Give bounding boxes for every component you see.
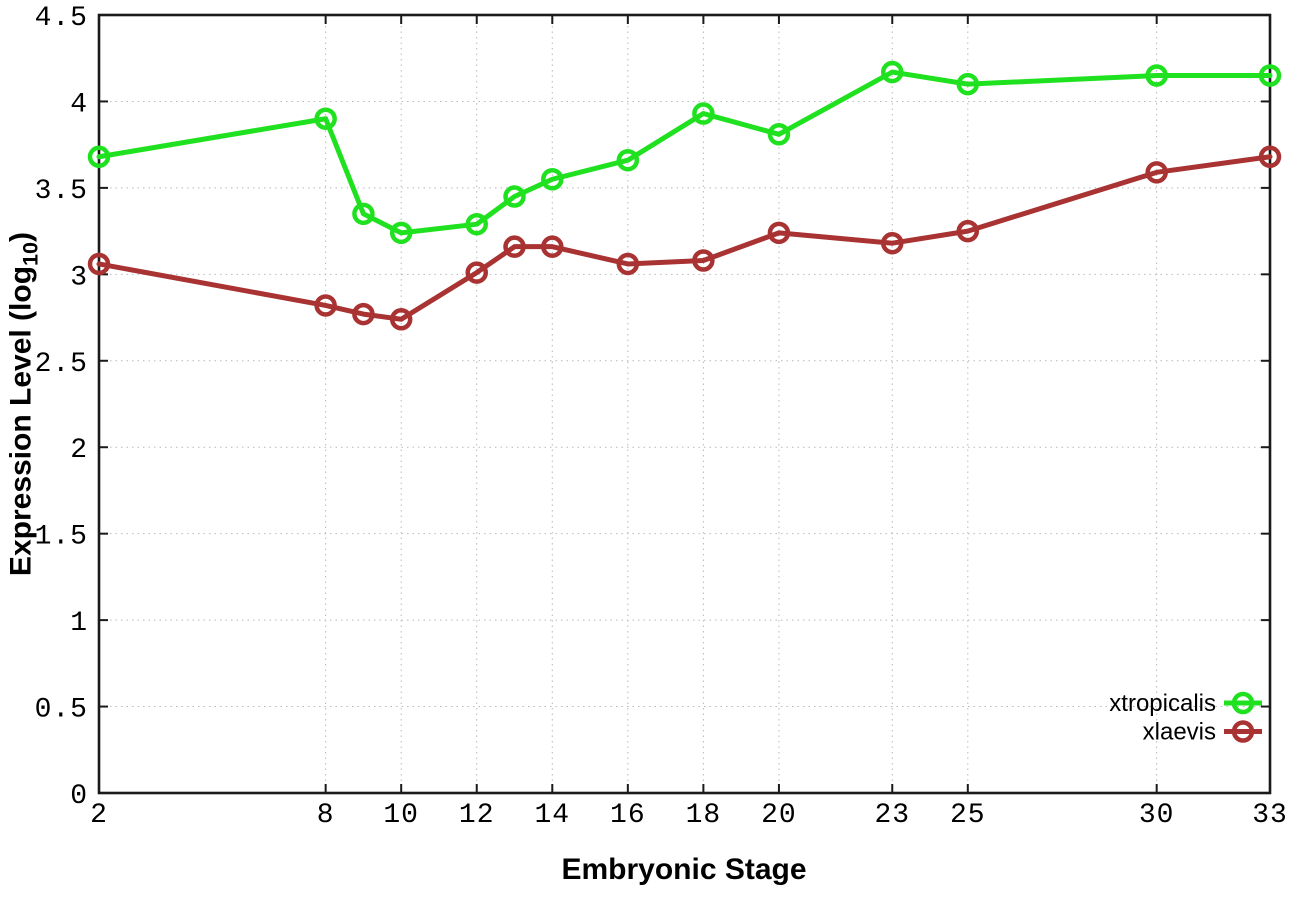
axis-ticks (98, 14, 1271, 794)
legend-sample-marker-xtropicalis (1231, 691, 1255, 715)
x-tick-label: 12 (459, 800, 495, 831)
data-point-xtropicalis-stage-16 (616, 148, 640, 172)
data-point-xlaevis-stage-33 (1258, 145, 1282, 169)
legend-label-xlaevis: xlaevis (1143, 719, 1216, 746)
x-tick-label: 20 (761, 800, 797, 831)
data-point-xtropicalis-stage-9 (352, 202, 375, 226)
y-axis-title-close: ) (4, 231, 38, 242)
data-point-xlaevis-stage-14 (541, 235, 564, 258)
data-point-xtropicalis-stage-13 (503, 185, 526, 208)
data-point-xlaevis-stage-9 (352, 302, 375, 326)
data-point-xlaevis-stage-25 (956, 219, 980, 243)
data-point-xtropicalis-stage-18 (692, 102, 715, 125)
data-point-xlaevis-stage-20 (767, 221, 791, 245)
x-tick-label: 14 (534, 800, 570, 831)
data-point-xlaevis-stage-23 (881, 231, 904, 255)
y-axis-title-subscript: 10 (17, 241, 43, 266)
data-point-xlaevis-stage-30 (1145, 161, 1168, 184)
data-point-xtropicalis-stage-25 (956, 72, 980, 96)
y-axis-title: Expression Level (log10) (5, 232, 44, 576)
y-tick-label: 0.5 (35, 695, 88, 726)
data-point-xlaevis-stage-2 (87, 252, 111, 276)
data-point-xtropicalis-stage-20 (767, 123, 791, 146)
x-tick-label: 18 (686, 800, 722, 831)
data-point-xtropicalis-stage-10 (389, 221, 413, 245)
x-tick-label: 8 (317, 800, 335, 831)
data-point-xtropicalis-stage-33 (1258, 64, 1282, 87)
y-tick-label: 1 (70, 608, 88, 639)
legend-sample-marker-xlaevis (1231, 720, 1255, 743)
data-point-xtropicalis-stage-8 (314, 107, 337, 130)
data-point-xtropicalis-stage-12 (465, 212, 488, 236)
data-point-xlaevis-stage-10 (389, 308, 413, 331)
x-tick-label: 30 (1139, 800, 1175, 831)
tick-labels: 2 8 10 12 14 16 18 20 23 25 30 33 0 0.5 1 1.5 2 2.5 3 3.5 4 4… (35, 3, 1288, 831)
x-tick-label: 33 (1252, 800, 1288, 831)
data-point-xtropicalis-stage-14 (541, 167, 564, 191)
y-tick-label: 3.5 (35, 176, 88, 207)
series-xtropicalis (87, 60, 1282, 245)
data-point-xlaevis-stage-12 (465, 261, 488, 284)
x-tick-label: 2 (90, 800, 108, 831)
x-tick-label: 10 (383, 800, 419, 831)
series-line-xlaevis (96, 154, 1273, 322)
grid (99, 15, 1270, 793)
data-point-xlaevis-stage-18 (692, 249, 715, 272)
data-point-xlaevis-stage-16 (616, 252, 640, 276)
data-point-xlaevis-stage-8 (314, 294, 337, 317)
data-point-xtropicalis-stage-23 (881, 60, 904, 84)
y-tick-label: 4.5 (35, 3, 88, 34)
y-tick-label: 2.5 (35, 349, 88, 380)
x-tick-label: 23 (874, 800, 910, 831)
plot-border (97, 13, 1272, 795)
y-tick-label: 0 (70, 781, 88, 812)
data-point-xlaevis-stage-13 (503, 235, 526, 258)
y-tick-label: 1.5 (35, 522, 88, 553)
series-xlaevis (87, 145, 1282, 331)
series-line-xtropicalis (96, 69, 1273, 236)
x-axis-title: Embryonic Stage (561, 853, 807, 886)
x-tick-label: 25 (950, 800, 986, 831)
y-tick-label: 2 (70, 435, 88, 466)
data-point-xtropicalis-stage-30 (1145, 64, 1168, 87)
y-tick-label: 3 (70, 262, 88, 293)
data-point-xtropicalis-stage-2 (87, 145, 111, 169)
legend-label-xtropicalis: xtropicalis (1109, 690, 1216, 717)
x-tick-label: 16 (610, 800, 646, 831)
y-axis-title-main: Expression Level (log (4, 265, 38, 577)
y-tick-label: 4 (70, 89, 88, 120)
